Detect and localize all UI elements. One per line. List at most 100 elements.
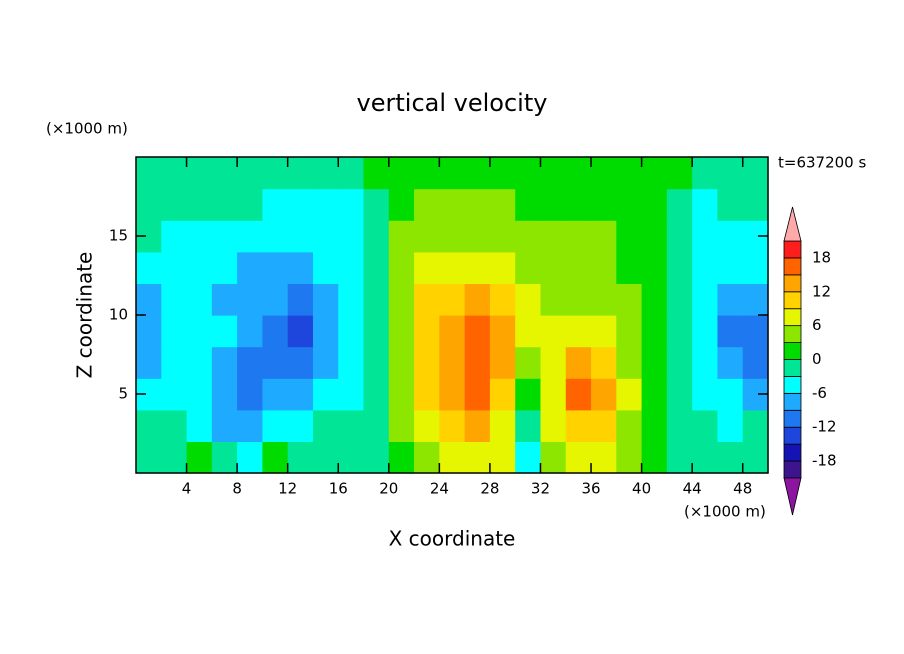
x-tick-label: 32 — [531, 480, 550, 498]
contour-cell — [211, 378, 238, 411]
contour-cell — [692, 283, 719, 316]
contour-cell — [338, 378, 365, 411]
contour-cell — [616, 220, 643, 253]
contour-cell — [666, 378, 693, 411]
contour-cell — [186, 441, 213, 474]
contour-cell — [742, 346, 769, 379]
contour-cell — [338, 346, 365, 379]
colorbar-box — [783, 274, 802, 293]
contour-cell — [287, 378, 314, 411]
contour-cell — [515, 251, 542, 284]
contour-cell — [338, 251, 365, 284]
contour-cell — [211, 188, 238, 221]
colorbar-tick-label: 0 — [812, 350, 822, 368]
contour-cell — [338, 188, 365, 221]
contour-cell — [616, 441, 643, 474]
contour-cell — [439, 251, 466, 284]
contour-cell — [414, 409, 440, 442]
contour-cell — [388, 441, 415, 474]
x-tick-label: 20 — [379, 480, 398, 498]
contour-cell — [540, 409, 567, 442]
colorbar-tick-label: -12 — [812, 418, 837, 436]
colorbar-tick-label: 6 — [812, 316, 822, 334]
contour-cell — [186, 378, 213, 411]
contour-cell — [540, 220, 567, 253]
contour-cell — [565, 346, 592, 379]
contour-cell — [515, 220, 542, 253]
contour-cell — [161, 251, 188, 284]
contour-cell — [161, 409, 188, 442]
contour-cell — [237, 283, 263, 316]
x-tick-label: 24 — [430, 480, 449, 498]
contour-cell — [717, 409, 744, 442]
x-tick-label: 48 — [733, 480, 752, 498]
contour-cell — [717, 188, 744, 221]
contour-cell — [388, 188, 415, 221]
contour-cell — [414, 188, 440, 221]
contour-cell — [489, 283, 516, 316]
contour-cell — [414, 441, 440, 474]
contour-cell — [211, 251, 238, 284]
contour-cell — [439, 441, 466, 474]
contour-cell — [312, 409, 339, 442]
colorbar-box — [783, 257, 802, 276]
x-tick-label: 44 — [683, 480, 702, 498]
contour-cell — [489, 157, 516, 190]
contour-cell — [136, 251, 162, 284]
contour-cell — [262, 378, 289, 411]
contour-cell — [338, 441, 365, 474]
contour-cell — [666, 283, 693, 316]
colorbar-box — [783, 460, 802, 479]
x-tick-label: 28 — [480, 480, 499, 498]
contour-cell — [616, 157, 643, 190]
colorbar-box — [783, 392, 802, 411]
contour-cell — [464, 157, 491, 190]
contour-cell — [312, 188, 339, 221]
contour-cell — [489, 251, 516, 284]
contour-cell — [287, 315, 314, 348]
contour-cell — [136, 346, 162, 379]
contour-cell — [666, 220, 693, 253]
contour-cell — [742, 441, 769, 474]
y-tick-label: 5 — [118, 385, 128, 403]
contour-cell — [161, 220, 188, 253]
contour-cell — [287, 251, 314, 284]
contour-cell — [742, 251, 769, 284]
contour-cell — [464, 251, 491, 284]
colorbar-box — [783, 409, 802, 428]
contour-cell — [237, 409, 263, 442]
contour-cell — [464, 409, 491, 442]
contour-cell — [439, 346, 466, 379]
contour-cell — [464, 378, 491, 411]
contour-cell — [414, 157, 440, 190]
contour-cell — [262, 157, 289, 190]
x-tick-label: 4 — [182, 480, 192, 498]
contour-cell — [666, 409, 693, 442]
colorbar-tick-label: -6 — [812, 384, 827, 402]
contour-cell — [464, 188, 491, 221]
contour-cell — [641, 283, 668, 316]
contour-cell — [388, 283, 415, 316]
contour-cell — [338, 283, 365, 316]
contour-cell — [312, 220, 339, 253]
x-tick-label: 12 — [278, 480, 297, 498]
contour-cell — [439, 409, 466, 442]
x-axis-label: X coordinate — [389, 527, 516, 551]
contour-cell — [161, 441, 188, 474]
contour-cell — [666, 441, 693, 474]
contour-cell — [186, 220, 213, 253]
contour-cell — [692, 378, 719, 411]
contour-cell — [591, 315, 617, 348]
contour-cell — [464, 220, 491, 253]
contour-cell — [591, 220, 617, 253]
contour-cell — [540, 315, 567, 348]
x-tick-label: 40 — [632, 480, 651, 498]
contour-cell — [641, 220, 668, 253]
contour-cell — [161, 188, 188, 221]
y-axis-label: Z coordinate — [73, 252, 97, 379]
contour-cell — [692, 251, 719, 284]
contour-cell — [591, 188, 617, 221]
colorbar-tick-label: 18 — [812, 248, 831, 266]
contour-cell — [666, 315, 693, 348]
